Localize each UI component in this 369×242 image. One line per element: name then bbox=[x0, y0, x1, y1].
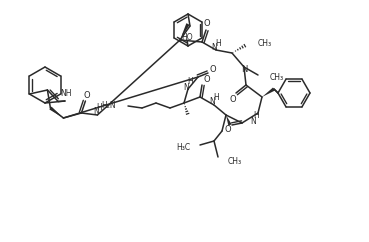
Text: H: H bbox=[215, 38, 221, 47]
Text: N: N bbox=[209, 98, 215, 106]
Polygon shape bbox=[226, 115, 232, 126]
Text: H: H bbox=[253, 112, 259, 121]
Text: N: N bbox=[183, 83, 189, 91]
Text: O: O bbox=[230, 96, 236, 105]
Text: H: H bbox=[213, 93, 219, 103]
Text: CH₃: CH₃ bbox=[258, 38, 272, 47]
Text: N: N bbox=[241, 65, 247, 74]
Text: N: N bbox=[250, 116, 256, 126]
Polygon shape bbox=[262, 88, 275, 97]
Text: N: N bbox=[93, 106, 99, 115]
Text: O: O bbox=[204, 76, 210, 84]
Text: HO: HO bbox=[181, 32, 193, 41]
Text: CH₃: CH₃ bbox=[270, 73, 284, 82]
Text: H: H bbox=[97, 104, 102, 113]
Text: CH₃: CH₃ bbox=[228, 157, 242, 166]
Polygon shape bbox=[49, 106, 63, 118]
Text: O: O bbox=[83, 91, 90, 99]
Polygon shape bbox=[180, 23, 190, 40]
Text: H₂N: H₂N bbox=[101, 101, 116, 111]
Text: H: H bbox=[187, 77, 193, 86]
Text: O: O bbox=[210, 66, 216, 75]
Text: N: N bbox=[211, 44, 217, 53]
Text: NH: NH bbox=[60, 90, 72, 98]
Text: H₃C: H₃C bbox=[176, 143, 190, 151]
Text: O: O bbox=[225, 126, 231, 135]
Text: O: O bbox=[204, 20, 210, 29]
